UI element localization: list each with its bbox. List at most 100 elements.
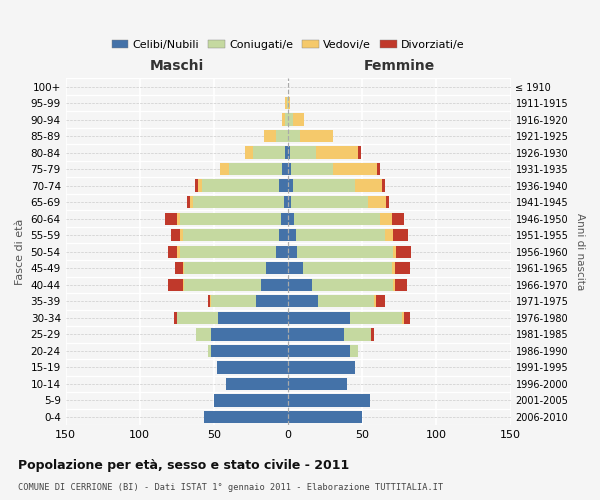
Bar — [288, 378, 347, 390]
Bar — [211, 295, 256, 308]
Bar — [282, 163, 288, 175]
Bar — [288, 163, 291, 175]
Bar — [177, 312, 218, 324]
Bar — [288, 212, 294, 225]
Bar — [392, 262, 395, 274]
Text: COMUNE DI CERRIONE (BI) - Dati ISTAT 1° gennaio 2011 - Elaborazione TUTTITALIA.I: COMUNE DI CERRIONE (BI) - Dati ISTAT 1° … — [18, 484, 443, 492]
Bar — [285, 146, 288, 159]
Bar — [297, 246, 394, 258]
Bar — [180, 229, 183, 241]
Bar — [300, 130, 332, 142]
Bar — [214, 394, 288, 406]
Bar — [386, 196, 389, 208]
Bar — [180, 246, 276, 258]
Bar — [285, 97, 287, 110]
Bar — [344, 328, 371, 340]
Bar — [288, 344, 350, 357]
Y-axis label: Anni di nascita: Anni di nascita — [575, 213, 585, 290]
Bar — [288, 312, 350, 324]
Bar — [196, 328, 211, 340]
Bar — [394, 246, 397, 258]
Bar — [174, 312, 177, 324]
Bar — [211, 328, 288, 340]
Bar — [404, 312, 410, 324]
Bar — [175, 262, 183, 274]
Bar — [296, 229, 385, 241]
Bar — [217, 361, 288, 374]
Bar — [395, 278, 407, 291]
Bar — [403, 312, 404, 324]
Bar — [318, 295, 374, 308]
Bar — [394, 229, 408, 241]
Bar — [288, 295, 318, 308]
Bar — [288, 180, 293, 192]
Bar — [288, 114, 293, 126]
Bar — [168, 278, 183, 291]
Bar — [266, 262, 288, 274]
Bar — [288, 328, 344, 340]
Bar — [208, 344, 211, 357]
Bar — [288, 146, 290, 159]
Bar — [168, 246, 177, 258]
Bar — [276, 246, 288, 258]
Bar — [281, 212, 288, 225]
Bar — [253, 146, 285, 159]
Bar — [279, 229, 288, 241]
Bar — [184, 278, 262, 291]
Y-axis label: Fasce di età: Fasce di età — [15, 218, 25, 285]
Bar — [291, 196, 368, 208]
Bar — [392, 212, 404, 225]
Bar — [226, 378, 288, 390]
Bar — [187, 196, 190, 208]
Bar — [288, 97, 290, 110]
Bar — [209, 295, 211, 308]
Bar — [291, 163, 332, 175]
Bar — [368, 196, 386, 208]
Text: Popolazione per età, sesso e stato civile - 2011: Popolazione per età, sesso e stato civil… — [18, 460, 349, 472]
Bar — [265, 130, 276, 142]
Text: Maschi: Maschi — [150, 60, 204, 74]
Bar — [394, 278, 395, 291]
Bar — [288, 361, 355, 374]
Bar — [288, 394, 370, 406]
Bar — [371, 328, 374, 340]
Bar — [385, 229, 394, 241]
Bar — [282, 114, 285, 126]
Bar — [284, 196, 288, 208]
Bar — [262, 278, 288, 291]
Bar — [288, 130, 300, 142]
Bar — [229, 163, 282, 175]
Bar — [218, 312, 288, 324]
Bar — [288, 278, 312, 291]
Bar — [279, 180, 288, 192]
Bar — [377, 163, 380, 175]
Bar — [358, 146, 361, 159]
Bar — [355, 180, 382, 192]
Bar — [171, 229, 180, 241]
Bar — [180, 212, 281, 225]
Bar — [312, 278, 394, 291]
Text: Femmine: Femmine — [364, 60, 435, 74]
Bar — [395, 262, 410, 274]
Bar — [350, 312, 403, 324]
Bar — [183, 229, 279, 241]
Bar — [350, 344, 358, 357]
Bar — [202, 180, 279, 192]
Bar — [197, 180, 202, 192]
Bar — [211, 344, 288, 357]
Bar — [190, 196, 193, 208]
Bar — [288, 246, 297, 258]
Bar — [374, 295, 376, 308]
Bar — [288, 196, 291, 208]
Bar — [316, 146, 358, 159]
Bar — [193, 196, 284, 208]
Bar — [208, 295, 209, 308]
Bar — [177, 212, 180, 225]
Bar — [294, 212, 380, 225]
Bar — [287, 97, 288, 110]
Bar — [256, 295, 288, 308]
Bar — [290, 146, 316, 159]
Bar — [288, 410, 362, 423]
Bar — [194, 180, 197, 192]
Bar — [380, 212, 392, 225]
